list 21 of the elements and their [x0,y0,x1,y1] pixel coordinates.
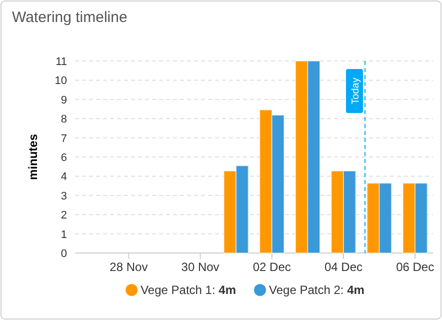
chart-title: Watering timeline [12,9,128,26]
y-tick-label: 6 [60,152,67,164]
y-axis-title: minutes [26,134,40,180]
x-tick-label: 06 Dec [396,260,434,274]
y-tick-label: 7 [60,132,67,145]
y-tick-label: 9 [60,94,67,106]
y-tick-label: 10 [54,75,67,88]
y-tick-label: 2 [60,210,67,222]
legend-label: Vege Patch 2: 4m [269,283,364,297]
x-tick-label: 28 Nov [110,260,148,274]
y-tick-label: 11 [56,56,67,68]
y-tick-label: 1 [60,228,67,241]
legend-label: Vege Patch 1: 4m [140,283,236,297]
x-tick-label: 30 Nov [181,260,220,274]
ref-line-label: Today [350,78,362,104]
y-tick-label: 0 [60,248,67,260]
y-tick-label: 4 [60,171,67,184]
y-tick-label: 8 [60,114,67,126]
x-tick-label: 04 Dec [324,260,363,274]
y-tick-label: 3 [60,190,67,202]
x-tick-label: 02 Dec [252,260,291,274]
